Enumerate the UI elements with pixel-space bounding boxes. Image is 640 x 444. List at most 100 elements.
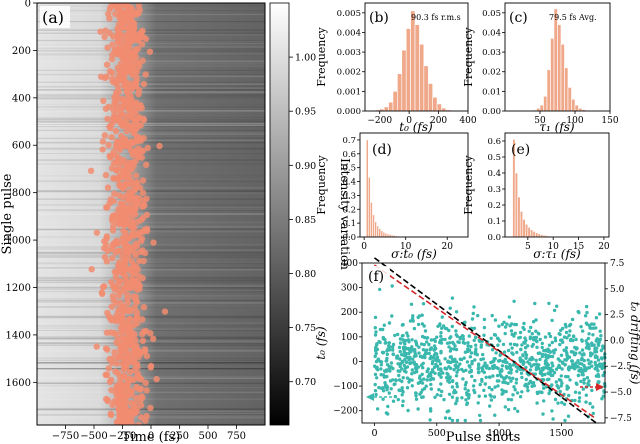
scatter-point (373, 389, 378, 393)
scatter-point (527, 329, 531, 333)
y-axis-ticks: 0 200 400 600 800 1000 1200 1400 1600 (6, 0, 37, 389)
heatmap-row (37, 179, 265, 182)
scatter-point (417, 345, 421, 349)
arrival-marker (138, 414, 145, 421)
heatmap-row (37, 103, 265, 105)
scatter-point (509, 329, 514, 333)
scatter-point (374, 330, 378, 334)
scatter-point (409, 302, 414, 306)
arrival-marker (124, 249, 131, 256)
scatter-point (405, 355, 410, 360)
colorbar-gradient (269, 2, 290, 426)
heatmap-row (37, 252, 265, 255)
heatmap-row (37, 412, 265, 415)
histogram-bar (527, 227, 531, 238)
scatter-point (447, 380, 452, 384)
scatter-point (476, 313, 480, 318)
scatter-point (591, 326, 596, 330)
y-tick-label: 0.5 (342, 164, 356, 174)
scatter-point (584, 346, 589, 350)
scatter-point (496, 343, 500, 347)
scatter-point (471, 384, 476, 388)
scatter-point (566, 375, 570, 379)
scatter-point (410, 372, 414, 376)
arrival-marker (116, 221, 123, 228)
arrival-marker (139, 337, 147, 344)
histogram-bar (543, 95, 548, 112)
scatter-point (435, 335, 439, 339)
arrival-marker (119, 72, 126, 80)
scatter-point (528, 368, 533, 372)
scatter-point (465, 360, 470, 364)
x-axis-label: Time (fs) (122, 430, 181, 444)
scatter-point (546, 363, 550, 367)
scatter-point (528, 336, 532, 341)
scatter-point (400, 353, 404, 357)
x-tick-label: 500 (198, 431, 217, 442)
scatter-point (527, 381, 531, 385)
scatter-point (450, 418, 455, 423)
scatter-point (518, 330, 523, 335)
scatter-point (591, 333, 595, 337)
arrival-marker (114, 25, 121, 33)
scatter-point (452, 388, 457, 393)
heatmap-row (37, 63, 265, 65)
arrival-marker (130, 348, 137, 355)
scatter-point (565, 357, 569, 361)
scatter-point (602, 370, 607, 375)
scatter-point (438, 362, 443, 366)
scatter-point (405, 386, 410, 390)
scatter-point (487, 385, 491, 390)
scatter-point (443, 337, 447, 342)
scatter-point (519, 371, 524, 375)
scatter-point (458, 357, 462, 361)
scatter-point (400, 379, 404, 384)
scatter-point (461, 337, 466, 341)
x-axis-label: σ:t₀ (fs) (391, 247, 437, 261)
scatter-point (528, 357, 532, 361)
heatmap-row (37, 342, 265, 344)
scatter-point (548, 354, 552, 359)
arrival-marker (120, 328, 127, 335)
scatter-point (547, 343, 552, 347)
heatmap-row (37, 124, 265, 125)
scatter-point (505, 366, 509, 370)
scatter-point (544, 385, 549, 389)
scatter-point (448, 355, 452, 359)
scatter-point (461, 334, 465, 338)
arrival-marker (143, 352, 151, 360)
arrival-marker (115, 88, 123, 95)
scatter-point (591, 411, 595, 416)
scatter-point (411, 357, 415, 361)
scatter-point (412, 360, 416, 364)
scatter-point (534, 329, 538, 333)
scatter-point (593, 360, 597, 365)
scatter-point (483, 361, 487, 365)
arrival-marker (147, 364, 154, 371)
scatter-point (515, 350, 519, 355)
heatmap-row (37, 417, 265, 419)
scatter-point (464, 398, 468, 402)
scatter-point (550, 409, 554, 413)
fit-line (373, 257, 597, 424)
scatter-point (501, 391, 505, 395)
arrival-marker (133, 125, 140, 132)
y-tick-label: 0.05 (482, 9, 501, 19)
scatter-point (391, 352, 395, 357)
scatter-point (481, 352, 485, 357)
arrival-marker (139, 189, 147, 196)
scatter-point (450, 296, 455, 300)
histogram-bar (436, 103, 442, 112)
scatter-point (589, 354, 593, 358)
scatter-point (422, 387, 427, 391)
scatter-point (417, 380, 422, 385)
scatter-point (582, 381, 586, 385)
scatter-point (596, 358, 601, 362)
arrival-marker (132, 82, 139, 89)
scatter-point (514, 377, 519, 382)
right-tick-label: −2.5 (610, 362, 632, 372)
heatmap-row (37, 256, 265, 258)
scatter-point (378, 327, 383, 332)
x-axis-ticks: 5 10 15 20 (525, 237, 610, 252)
scatter-point (501, 376, 506, 380)
